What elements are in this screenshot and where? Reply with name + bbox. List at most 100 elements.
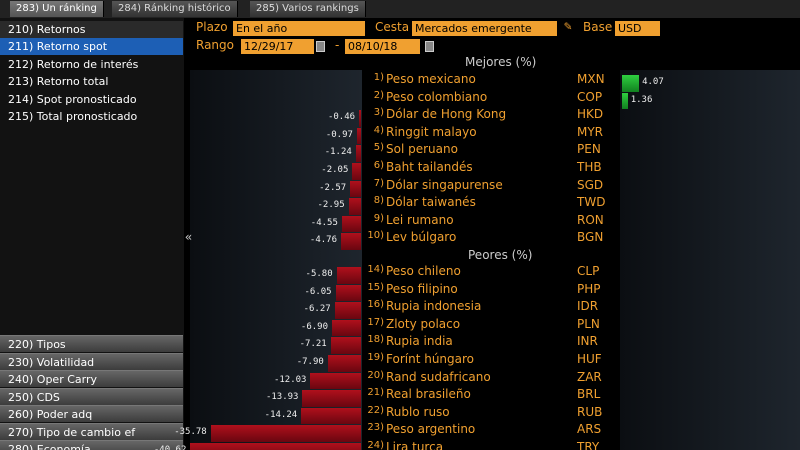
currency-code: PEN bbox=[577, 142, 601, 157]
edit-icon[interactable]: ✎ bbox=[564, 19, 572, 34]
value-label: -7.21 bbox=[299, 339, 327, 350]
currency-code: PLN bbox=[577, 316, 600, 331]
rank: 18) bbox=[367, 334, 384, 346]
menu-section[interactable]: 240) Oper Carry bbox=[0, 370, 183, 387]
rank: 14) bbox=[367, 264, 384, 275]
currency-code: PHP bbox=[577, 281, 601, 296]
value-label: -6.90 bbox=[300, 321, 329, 332]
rank: 10) bbox=[367, 230, 384, 242]
tab[interactable]: 283) Un ránking bbox=[10, 1, 104, 17]
currency-code: ARS bbox=[577, 422, 602, 437]
currency-name[interactable]: Sol peruano bbox=[386, 142, 458, 157]
currency-name[interactable]: Rupia india bbox=[386, 334, 453, 349]
rank: 1) bbox=[373, 72, 384, 83]
menu-item[interactable]: 213) Retorno total bbox=[8, 75, 109, 88]
tab[interactable]: 285) Varios rankings bbox=[250, 1, 366, 17]
currency-code: TWD bbox=[577, 195, 606, 210]
currency-name[interactable]: Peso argentino bbox=[386, 422, 476, 437]
menu-section[interactable]: 250) CDS bbox=[0, 387, 183, 405]
currency-code: BGN bbox=[577, 230, 604, 245]
bar bbox=[310, 372, 361, 390]
rank: 5) bbox=[373, 142, 384, 154]
currency-name[interactable]: Peso chileno bbox=[386, 264, 461, 278]
rank: 23) bbox=[367, 422, 384, 434]
value-label: -5.80 bbox=[305, 269, 333, 279]
tab[interactable]: 284) Ránking histórico bbox=[112, 1, 238, 17]
currency-code: IDR bbox=[577, 299, 599, 314]
value-label: -4.55 bbox=[310, 217, 338, 228]
rank: 6) bbox=[373, 160, 384, 171]
currency-name[interactable]: Dólar singapurense bbox=[386, 177, 503, 192]
menu-item[interactable]: 211) Retorno spot bbox=[0, 38, 183, 55]
date-input[interactable]: 08/10/18 bbox=[345, 39, 420, 54]
label: Cesta bbox=[375, 20, 410, 34]
currency-code: INR bbox=[577, 334, 598, 349]
collapse-arrow[interactable]: « bbox=[185, 230, 193, 244]
rank: 8) bbox=[373, 195, 384, 207]
value-label: -2.57 bbox=[319, 182, 347, 193]
currency-name[interactable]: Peso filipino bbox=[386, 281, 458, 296]
menu-section[interactable]: 260) Poder adq bbox=[0, 405, 183, 422]
menu-item[interactable]: 215) Total pronosticado bbox=[8, 110, 138, 123]
bar bbox=[330, 337, 361, 354]
currency-name[interactable]: Rublo ruso bbox=[386, 404, 450, 419]
value-label: 1.36 bbox=[630, 94, 653, 105]
bar bbox=[350, 180, 361, 198]
bar bbox=[356, 127, 361, 145]
bar bbox=[622, 75, 640, 92]
currency-name[interactable]: Peso colombiano bbox=[386, 89, 488, 104]
menu-section[interactable]: 280) Economía bbox=[0, 440, 183, 450]
currency-code: COP bbox=[577, 89, 603, 104]
currency-name[interactable]: Lira turca bbox=[386, 440, 444, 450]
calendar-button[interactable] bbox=[425, 41, 434, 52]
value-label: -0.97 bbox=[325, 129, 353, 140]
value-label: -6.27 bbox=[303, 304, 331, 315]
bar bbox=[355, 145, 361, 162]
calendar-button[interactable] bbox=[316, 41, 325, 52]
rank: 16) bbox=[367, 299, 384, 311]
currency-code: SGD bbox=[577, 177, 604, 192]
menu-item[interactable]: 212) Retorno de interés bbox=[8, 57, 139, 71]
menu-item[interactable]: 214) Spot pronosticado bbox=[8, 92, 137, 106]
bar bbox=[341, 215, 361, 233]
menu-section[interactable]: 230) Volatilidad bbox=[0, 352, 183, 370]
currency-name[interactable]: Baht tailandés bbox=[386, 160, 473, 174]
currency-name[interactable]: Forínt húngaro bbox=[386, 352, 475, 366]
currency-name[interactable]: Dólar de Hong Kong bbox=[386, 107, 507, 122]
currency-name[interactable]: Zloty polaco bbox=[386, 316, 461, 331]
bar bbox=[302, 390, 361, 407]
section-title: Peores (%) bbox=[468, 248, 533, 262]
currency-name[interactable]: Rupia indonesia bbox=[386, 299, 482, 314]
value-label: -1.24 bbox=[324, 147, 352, 158]
bar bbox=[341, 233, 361, 250]
menu-section[interactable]: 220) Tipos bbox=[0, 335, 183, 352]
label: Plazo bbox=[196, 20, 228, 34]
value-label: -4.76 bbox=[309, 235, 337, 246]
value-label: -2.05 bbox=[321, 165, 349, 175]
currency-name[interactable]: Peso mexicano bbox=[386, 72, 476, 86]
currency-name[interactable]: Real brasileño bbox=[386, 387, 471, 402]
menu-header[interactable]: 210) Retornos bbox=[0, 21, 183, 38]
currency-code: THB bbox=[577, 160, 602, 174]
rank: 9) bbox=[373, 212, 384, 224]
value-label: -0.46 bbox=[327, 112, 356, 123]
rank: 19) bbox=[367, 352, 384, 363]
bar bbox=[359, 110, 361, 127]
dropdown[interactable]: Mercados emergente bbox=[412, 21, 557, 36]
dropdown[interactable]: En el año bbox=[233, 21, 365, 36]
value-label: -6.05 bbox=[304, 286, 332, 297]
currency-name[interactable]: Ringgit malayo bbox=[386, 124, 477, 139]
currency-name[interactable]: Lei rumano bbox=[386, 212, 454, 227]
menu-section[interactable]: 270) Tipo de cambio ef bbox=[0, 422, 183, 440]
currency-code: MXN bbox=[577, 72, 605, 86]
currency-name[interactable]: Lev búlgaro bbox=[386, 230, 457, 245]
bar bbox=[336, 267, 361, 284]
value-label: -13.93 bbox=[265, 392, 299, 403]
bar bbox=[334, 302, 361, 319]
currency-name[interactable]: Rand sudafricano bbox=[386, 369, 491, 384]
currency-name[interactable]: Dólar taiwanés bbox=[386, 195, 476, 210]
rank: 20) bbox=[367, 369, 384, 381]
dropdown[interactable]: USD bbox=[615, 21, 660, 36]
bar bbox=[327, 355, 361, 372]
date-input[interactable]: 12/29/17 bbox=[241, 39, 314, 54]
